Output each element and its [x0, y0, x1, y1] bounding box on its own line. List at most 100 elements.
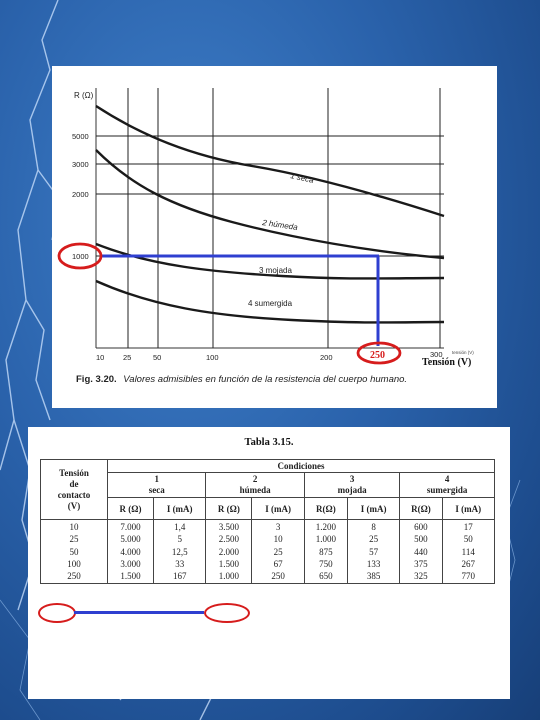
sub-header: R(Ω) — [303, 497, 348, 520]
humeda-r-column: 3.500 2.500 2.000 1.500 1.000 — [205, 518, 253, 585]
table-cell: 4.000 — [120, 546, 141, 557]
resistance-chart: R (Ω) 5000 3000 2000 1000 10 25 50 100 2… — [57, 88, 474, 368]
table-cell: 5 — [177, 534, 182, 545]
x-tick-25: 25 — [123, 353, 131, 362]
table-cell: 3.000 — [120, 558, 141, 569]
table-cell: 650 — [319, 571, 333, 582]
table-cell: 50 — [463, 534, 473, 545]
table-cell: 1.000 — [218, 571, 240, 582]
table-cell: 7.000 — [120, 522, 141, 532]
x-tick-300: 300 — [430, 350, 443, 359]
y-axis-label: R (Ω) — [74, 91, 94, 100]
y-tick-2000: 2000 — [72, 190, 89, 199]
highlight-ring-1000-cell — [204, 603, 250, 623]
table-cell: 2.500 — [218, 534, 240, 545]
table-cell: 100 — [67, 558, 81, 569]
table-cell: 12,5 — [171, 546, 188, 557]
x-tick-200: 200 — [320, 353, 333, 362]
table-cell: 25 — [69, 534, 79, 545]
table-cell: 17 — [463, 522, 473, 532]
table-cell: 1.000 — [315, 534, 336, 545]
sub-header: I (mA) — [152, 497, 207, 520]
tension-header: Tensión de contacto (V) — [40, 459, 108, 520]
humeda-i-column: 3 10 25 67 250 — [251, 518, 305, 585]
x-tick-10: 10 — [96, 353, 104, 362]
x-axis-small-label: tensión (V) — [452, 350, 474, 355]
sub-header: I (mA) — [346, 497, 401, 520]
table-values-row: 10 25 50 100 250 7.000 5.000 4.000 3.000 1.5… — [40, 518, 495, 585]
table-cell: 267 — [461, 558, 476, 569]
table-cell: 3.500 — [218, 522, 240, 532]
condition-seca: 1 seca — [106, 472, 207, 498]
curve-humeda — [95, 149, 445, 260]
table-cell: 5.000 — [120, 534, 141, 545]
table-cell: 3 — [275, 522, 281, 532]
seca-i-column: 1,4 5 12,5 33 167 — [152, 518, 207, 585]
table-cell: 440 — [414, 546, 428, 557]
highlight-row-line — [74, 611, 204, 614]
table-cell: 750 — [319, 558, 333, 569]
figure-caption: Fig. 3.20. Valores admisibles en función… — [76, 374, 407, 385]
conditions-header: Condiciones — [107, 459, 495, 473]
table-cell: 114 — [461, 546, 475, 557]
curve-label-seca: 1 seca — [290, 171, 315, 185]
seca-r-column: 7.000 5.000 4.000 3.000 1.500 — [107, 518, 154, 585]
curve-mojada — [95, 242, 445, 280]
highlight-ring-250-row — [38, 603, 76, 623]
table-cell: 500 — [414, 534, 428, 545]
condition-humeda: 2 húmeda — [205, 472, 305, 498]
table-cell: 133 — [366, 558, 381, 569]
table-cell: 1.200 — [315, 522, 336, 532]
curve-label-mojada: 3 mojada — [259, 266, 292, 275]
condition-sumergida: 4 sumergida — [399, 472, 495, 498]
table-cell: 167 — [172, 571, 187, 582]
x-tick-100: 100 — [206, 353, 219, 362]
mojada-i-column: 8 25 57 133 385 — [346, 518, 401, 585]
table-cell: 1,4 — [174, 522, 186, 532]
table-cell: 770 — [461, 571, 476, 582]
x-tick-50: 50 — [153, 353, 161, 362]
sub-header: I (mA) — [441, 497, 495, 520]
y-tick-1000: 1000 — [72, 252, 89, 261]
figure-panel: R (Ω) 5000 3000 2000 1000 10 25 50 100 2… — [52, 66, 497, 408]
table-cell: 10 — [273, 534, 283, 545]
x-axis-label: Tensión (V) — [422, 357, 471, 368]
y-tick-5000: 5000 — [72, 132, 89, 141]
table-cell: 8 — [371, 522, 376, 532]
curve-sumergida — [95, 279, 445, 324]
table-cell: 250 — [271, 571, 285, 582]
table-cell: 1.500 — [218, 558, 240, 569]
table-cell: 67 — [273, 558, 283, 569]
table-cell: 385 — [366, 571, 381, 582]
highlight-label-250: 250 — [370, 350, 385, 361]
y-tick-3000: 3000 — [72, 160, 89, 169]
tension-column: 10 25 50 100 250 — [40, 518, 108, 585]
table-cell: 1.500 — [120, 571, 141, 582]
table-cell: 250 — [67, 571, 81, 582]
table-cell: 50 — [69, 546, 79, 557]
sub-header: R (Ω) — [205, 497, 253, 520]
figure-caption-number: Fig. 3.20. — [76, 374, 117, 385]
curve-seca — [95, 104, 445, 218]
table-panel: Tabla 3.15. Tensión de contacto (V) Cond… — [28, 427, 510, 699]
table-cell: 33 — [175, 558, 185, 569]
sumergida-i-column: 17 50 114 267 770 — [441, 518, 495, 585]
conditions-table: Tensión de contacto (V) Condiciones 1 sec… — [40, 459, 495, 585]
sumergida-r-column: 600 500 440 375 325 — [399, 518, 443, 585]
table-cell: 600 — [414, 522, 428, 532]
table-cell: 875 — [319, 546, 333, 557]
table-cell: 375 — [414, 558, 428, 569]
sub-header: R(Ω) — [399, 497, 443, 520]
sub-header: I (mA) — [251, 497, 305, 520]
table-cell: 2.000 — [218, 546, 240, 557]
condition-mojada: 3 mojada — [303, 472, 401, 498]
highlight-ring-250 — [356, 341, 402, 365]
mojada-r-column: 1.200 1.000 875 750 650 — [303, 518, 348, 585]
table-title: Tabla 3.15. — [244, 437, 294, 448]
highlight-ring-1000 — [57, 242, 103, 270]
table-cell: 325 — [414, 571, 428, 582]
curve-label-sumergida: 4 sumergida — [248, 299, 293, 308]
table-cell: 25 — [273, 546, 283, 557]
table-cell: 10 — [69, 522, 79, 532]
sub-header: R (Ω) — [107, 497, 154, 520]
